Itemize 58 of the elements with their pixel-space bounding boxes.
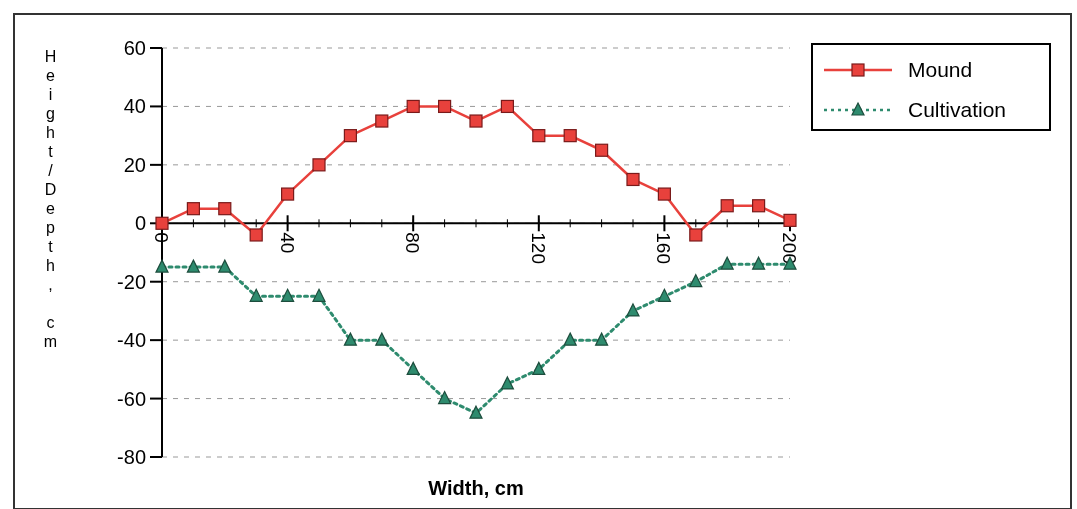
point — [249, 288, 263, 302]
point — [312, 288, 326, 302]
point — [281, 288, 295, 302]
point — [406, 361, 420, 375]
point — [186, 202, 200, 216]
point — [438, 390, 452, 405]
point — [595, 143, 609, 157]
point — [406, 99, 420, 114]
y-tick-label: 0 — [134, 212, 146, 235]
point — [500, 376, 514, 390]
point — [720, 256, 734, 270]
point — [469, 114, 483, 128]
y-tick-label: 20 — [123, 153, 146, 176]
point — [375, 332, 389, 346]
x-tick-label: 200 — [779, 232, 800, 264]
point — [689, 274, 703, 288]
point — [532, 361, 546, 375]
point — [469, 405, 483, 419]
point — [343, 332, 357, 346]
point — [218, 259, 232, 273]
point — [657, 187, 671, 201]
x-axis-title: Width, cm — [428, 477, 524, 499]
point — [375, 114, 389, 128]
y-tick-label: -20 — [117, 270, 146, 293]
point — [626, 303, 640, 317]
point — [281, 187, 295, 201]
point — [438, 99, 452, 114]
x-tick-label: 40 — [276, 232, 298, 254]
point — [752, 199, 766, 213]
point — [563, 129, 577, 143]
point — [218, 202, 232, 216]
y-tick-label: -80 — [117, 446, 146, 468]
point — [595, 332, 609, 346]
point — [312, 158, 326, 172]
point — [155, 216, 169, 230]
y-axis-title: Height/Depth, cm — [41, 48, 60, 352]
point — [563, 332, 577, 346]
x-tick-label: 80 — [402, 232, 424, 254]
point — [186, 259, 200, 273]
point — [626, 172, 640, 187]
y-tick-label: -60 — [117, 387, 146, 410]
point — [500, 99, 514, 114]
y-tick-label: 40 — [123, 95, 146, 118]
point — [155, 259, 169, 273]
point — [657, 288, 671, 302]
point — [689, 228, 703, 242]
x-tick-label: 160 — [653, 232, 675, 264]
point — [249, 228, 263, 242]
y-tick-label: 60 — [123, 37, 146, 59]
y-tick-label: -40 — [117, 329, 146, 352]
point — [532, 129, 546, 143]
point — [343, 129, 357, 143]
point — [783, 213, 797, 227]
x-tick-label: 120 — [527, 232, 549, 264]
legend-label: Cultivation — [908, 98, 1007, 122]
point — [720, 199, 734, 213]
point — [752, 256, 766, 270]
legend-label: Mound — [908, 58, 973, 82]
